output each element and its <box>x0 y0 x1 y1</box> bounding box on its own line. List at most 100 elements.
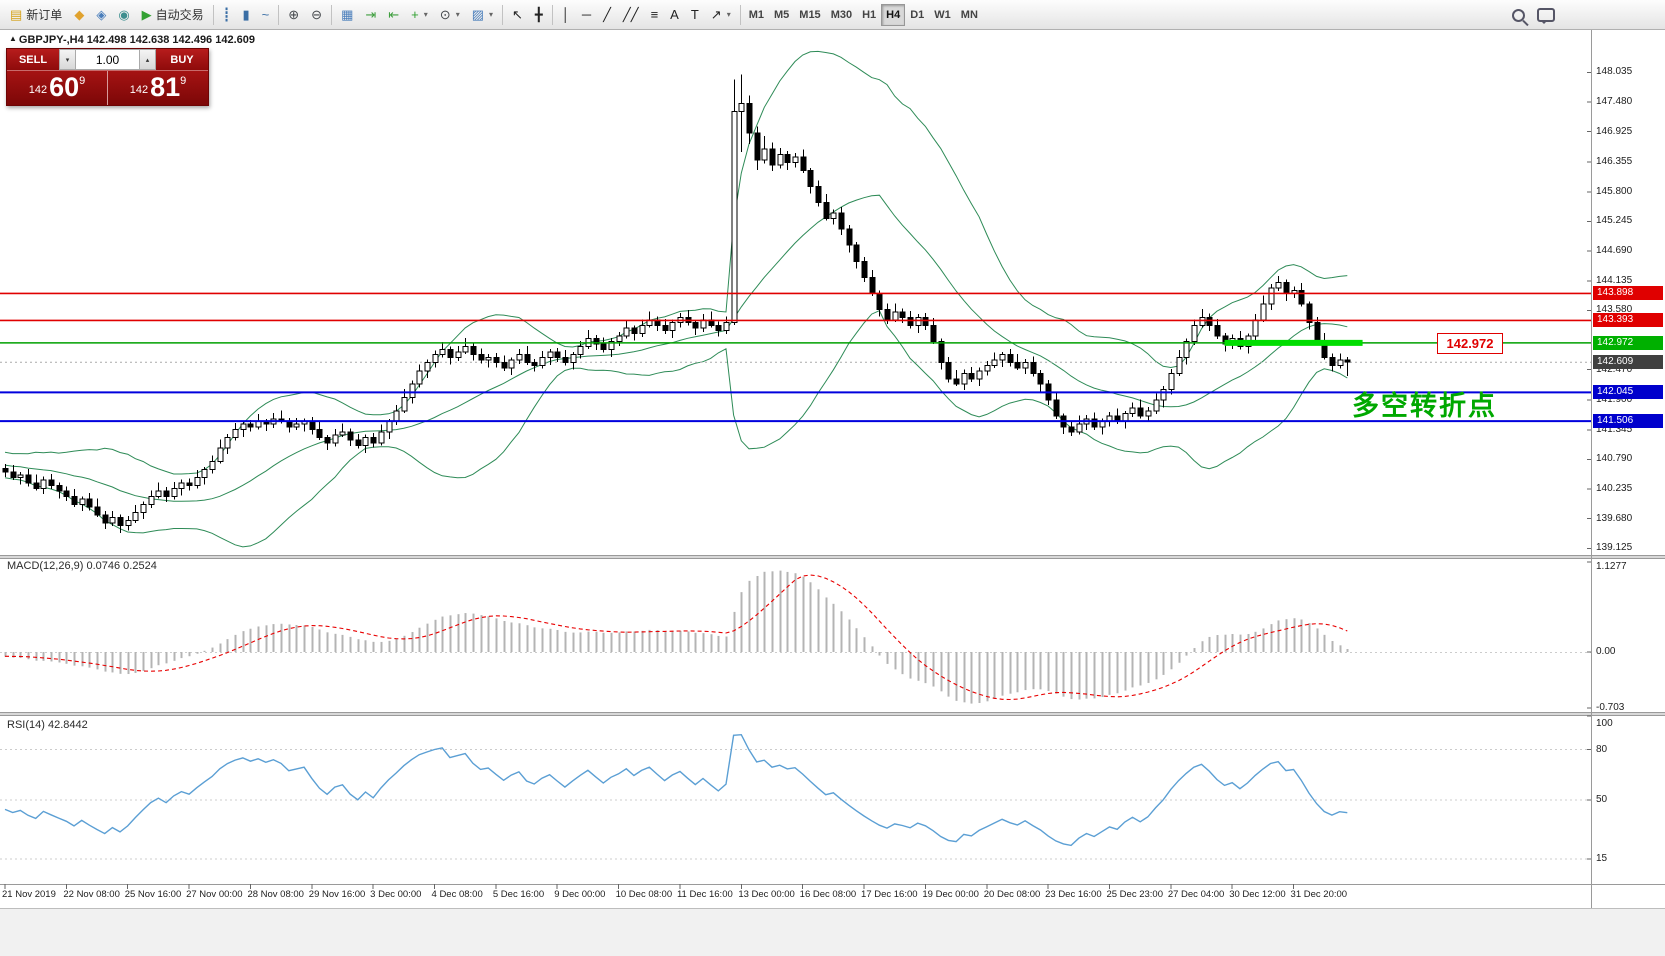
fibonacci-icon[interactable]: ≡ <box>645 3 665 27</box>
new-order-button-label: 新订单 <box>26 8 63 22</box>
cursor-icon: ↖ <box>512 7 523 22</box>
sell-price-sup: 9 <box>79 75 86 87</box>
volume-increase-button[interactable]: ▴ <box>139 49 156 70</box>
main-toolbar: ▤ 新订单 ◆ ◈ ◉ ▶ 自动交易 ┋ ▮ ~ ⊕ ⊖ ▦ ⇥ ⇤ + ▾ ⊙ ▾ ▨ ▾ ↖ ╋ │ ─ ╱ ╱╱ ≡ A T ↗ ▾ M1… <box>0 0 1665 30</box>
accounts-icon: ◈ <box>96 7 107 22</box>
indicators-icon: + <box>411 7 419 22</box>
chat-icon[interactable] <box>1537 8 1555 24</box>
arrows-tool-icon[interactable]: ↗ ▾ <box>705 3 737 27</box>
arrows-tool-icon: ↗ <box>710 7 722 22</box>
cursor-icon[interactable]: ↖ <box>506 3 529 27</box>
community-globe-icon: ◉ <box>118 7 130 22</box>
line-chart-mode-icon: ~ <box>261 7 270 22</box>
chart-symbol-header: ▲ GBPJPY-,H4 142.498 142.638 142.496 142.… <box>9 34 255 46</box>
timeframe-m30-button[interactable]: M30 <box>826 4 857 26</box>
sell-price-big: 60 <box>49 72 80 102</box>
autotrading-button[interactable]: ▶ 自动交易 <box>136 3 210 27</box>
timeframe-m5-button[interactable]: M5 <box>769 4 794 26</box>
timeframe-w1-button[interactable]: W1 <box>929 4 956 26</box>
timeframe-m1-button[interactable]: M1 <box>744 4 769 26</box>
toolbar-separator <box>551 4 553 25</box>
zoom-out-icon: ⊖ <box>311 7 323 22</box>
horizontal-line-icon[interactable]: ─ <box>576 3 597 27</box>
buy-price-sup: 9 <box>180 75 187 87</box>
templates-icon[interactable]: ▨ ▾ <box>466 3 499 27</box>
autotrading-button-label: 自动交易 <box>155 8 204 22</box>
bar-chart-mode-icon: ┋ <box>222 7 231 22</box>
timeframe-mn-button[interactable]: MN <box>956 4 983 26</box>
one-click-trading-panel: SELL ▾ ▴ BUY 142 60 9 142 81 9 <box>6 48 209 106</box>
metaquotes-logo-icon: ◆ <box>74 7 85 22</box>
axis-ticks-layer <box>4 71 1591 889</box>
candlestick-mode-icon: ▮ <box>242 7 250 22</box>
indicators-icon[interactable]: + ▾ <box>405 3 434 27</box>
rsi-layer <box>4 733 1348 847</box>
auto-scroll-icon: ⇥ <box>365 7 377 22</box>
chevron-down-icon: ▾ <box>726 10 731 19</box>
auto-scroll-icon[interactable]: ⇥ <box>359 3 382 27</box>
timeframe-d1-button[interactable]: D1 <box>905 4 929 26</box>
label-tool-icon: T <box>690 7 699 22</box>
buy-price-prefix: 142 <box>129 84 149 96</box>
candles-layer <box>2 74 1351 534</box>
new-order-button[interactable]: ▤ 新订单 <box>4 3 68 27</box>
equidistant-channel-icon: ╱╱ <box>622 7 639 22</box>
tile-windows-icon[interactable]: ▦ <box>335 3 359 27</box>
toolbar-separator <box>212 4 214 25</box>
timeframe-h1-button[interactable]: H1 <box>857 4 881 26</box>
zoom-out-icon[interactable]: ⊖ <box>305 3 328 27</box>
trendline-icon: ╱ <box>603 7 611 22</box>
macd-indicator-label: MACD(12,26,9) 0.0746 0.2524 <box>7 560 157 572</box>
buy-button[interactable]: BUY <box>156 49 208 70</box>
buy-price-big: 81 <box>150 72 181 102</box>
zoom-in-icon[interactable]: ⊕ <box>282 3 305 27</box>
tile-windows-icon: ▦ <box>341 7 354 22</box>
chart-shift-icon[interactable]: ⇤ <box>382 3 405 27</box>
chevron-down-icon: ▾ <box>489 10 494 19</box>
horizontal-lines-layer <box>0 292 1591 423</box>
volume-decrease-button[interactable]: ▾ <box>59 49 76 70</box>
sell-price-prefix: 142 <box>28 84 48 96</box>
bar-chart-mode-icon[interactable]: ┋ <box>217 3 237 27</box>
label-tool-icon[interactable]: T <box>685 3 705 27</box>
price-callout-label[interactable]: 142.972 <box>1437 333 1503 354</box>
timeframe-h4-button[interactable]: H4 <box>881 3 906 26</box>
rsi-indicator-label: RSI(14) 42.8442 <box>7 719 88 731</box>
annotation-text: 多空转折点 <box>1352 391 1497 421</box>
trendline-icon[interactable]: ╱ <box>597 3 617 27</box>
chevron-down-icon: ▾ <box>455 10 460 19</box>
sell-price[interactable]: 142 60 9 <box>7 71 108 105</box>
timeframe-m15-button[interactable]: M15 <box>794 4 825 26</box>
volume-input[interactable] <box>76 49 139 70</box>
toolbar-separator <box>331 4 333 25</box>
buy-price[interactable]: 142 81 9 <box>108 71 208 105</box>
templates-icon: ▨ <box>471 7 484 22</box>
vertical-line-icon: │ <box>561 7 570 22</box>
toolbar-separator <box>739 4 741 25</box>
crosshair-icon[interactable]: ╋ <box>529 3 549 27</box>
community-globe-icon[interactable]: ◉ <box>112 3 135 27</box>
new-order-icon: ▤ <box>10 7 23 22</box>
zoom-in-icon: ⊕ <box>288 7 300 22</box>
vertical-line-icon[interactable]: │ <box>556 3 576 27</box>
periods-icon[interactable]: ⊙ ▾ <box>434 3 466 27</box>
bottom-strip <box>0 908 1665 956</box>
frame-layer <box>0 30 1665 908</box>
sell-button[interactable]: SELL <box>7 49 59 70</box>
periods-icon: ⊙ <box>439 7 451 22</box>
line-chart-mode-icon[interactable]: ~ <box>256 3 276 27</box>
fibonacci-icon: ≡ <box>650 7 659 22</box>
search-icon[interactable] <box>1512 8 1525 22</box>
equidistant-channel-icon[interactable]: ╱╱ <box>617 3 645 27</box>
toolbar-right-group <box>1512 0 1555 30</box>
text-tool-icon[interactable]: A <box>664 3 685 27</box>
accounts-icon[interactable]: ◈ <box>90 3 112 27</box>
text-tool-icon: A <box>670 7 679 22</box>
chart-shift-icon: ⇤ <box>388 7 400 22</box>
chevron-down-icon: ▾ <box>423 10 428 19</box>
metaquotes-logo-icon[interactable]: ◆ <box>68 3 90 27</box>
autotrading-icon: ▶ <box>141 7 152 22</box>
candlestick-mode-icon[interactable]: ▮ <box>237 3 256 27</box>
